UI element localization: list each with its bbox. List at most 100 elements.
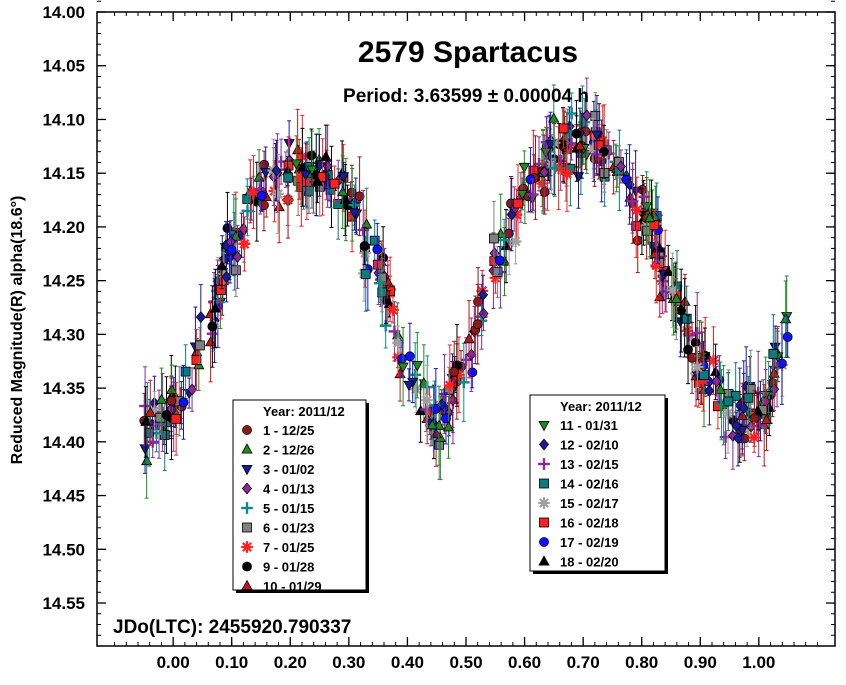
data-point xyxy=(494,255,505,266)
data-point xyxy=(731,419,742,432)
data-point xyxy=(590,111,601,121)
data-point xyxy=(768,367,780,378)
legend-marker xyxy=(241,482,253,495)
data-point xyxy=(292,143,304,155)
x-tick-label: 0.40 xyxy=(391,653,424,672)
data-point xyxy=(403,380,415,392)
data-point xyxy=(571,128,582,139)
data-point xyxy=(539,166,550,179)
data-point xyxy=(311,175,324,186)
y-tick-label: 14.05 xyxy=(42,57,85,76)
data-point xyxy=(247,186,260,199)
chart-title: 2579 Spartacus xyxy=(358,36,578,69)
legend-marker xyxy=(241,541,253,553)
data-point xyxy=(180,366,191,377)
data-point xyxy=(155,393,168,404)
data-point xyxy=(215,285,226,295)
data-point xyxy=(644,211,656,223)
data-point xyxy=(306,150,317,161)
data-point xyxy=(166,396,177,406)
data-point xyxy=(544,139,557,151)
legend-label: 3 - 01/02 xyxy=(263,462,314,477)
data-point xyxy=(630,186,642,197)
legend-marker xyxy=(241,443,253,454)
data-point xyxy=(478,288,489,301)
data-point xyxy=(749,413,760,424)
legend-label: 18 - 02/20 xyxy=(560,555,619,570)
data-point xyxy=(548,112,560,123)
x-tick-label: 0.00 xyxy=(157,653,190,672)
data-point xyxy=(178,397,189,408)
data-point xyxy=(691,327,704,339)
data-point xyxy=(463,332,475,344)
data-point xyxy=(516,189,528,201)
legend-header: Year: 2011/12 xyxy=(263,404,345,419)
legend-label: 10 - 01/29 xyxy=(263,579,322,594)
legend-label: 15 - 02/17 xyxy=(560,496,619,511)
data-point xyxy=(653,242,666,253)
data-point xyxy=(518,162,530,174)
legend-marker xyxy=(241,464,253,476)
data-point xyxy=(745,384,756,395)
data-point xyxy=(207,321,218,332)
data-point xyxy=(359,241,370,251)
data-point xyxy=(337,185,349,197)
data-point xyxy=(489,233,499,244)
data-point xyxy=(161,410,172,420)
data-point xyxy=(704,384,715,397)
data-point xyxy=(748,431,761,444)
x-tick-label: 0.30 xyxy=(332,653,365,672)
data-point xyxy=(271,164,282,177)
data-point xyxy=(782,332,793,342)
legend-left: Year: 2011/12 1 - 12/25 2 - 12/26 3 - 01/02… xyxy=(232,399,369,594)
data-point xyxy=(707,354,720,367)
legend-marker xyxy=(241,579,253,590)
data-point xyxy=(736,426,748,437)
data-point xyxy=(714,383,726,394)
x-tick-label: 0.50 xyxy=(449,653,482,672)
data-points-layer xyxy=(139,77,793,499)
data-point xyxy=(642,225,653,236)
data-point xyxy=(460,353,473,366)
legend-label: 6 - 01/23 xyxy=(263,521,314,536)
x-tick-label: 0.80 xyxy=(625,653,658,672)
data-point xyxy=(191,355,202,365)
data-point xyxy=(561,168,573,180)
x-axis-ticks: 0.00 0.10 0.20 0.30 0.40 0.50 0.60 0.70 0.80 0.90… xyxy=(114,12,818,672)
legend-label: 5 - 01/15 xyxy=(263,501,314,516)
data-point xyxy=(140,415,152,426)
legend-marker xyxy=(538,438,550,451)
data-point xyxy=(139,400,151,412)
y-tick-label: 14.20 xyxy=(42,218,85,237)
y-tick-label: 14.10 xyxy=(42,110,85,129)
x-tick-label: 0.60 xyxy=(508,653,541,672)
legend-marker xyxy=(242,522,252,533)
data-point xyxy=(397,353,407,364)
x-tick-label: 0.10 xyxy=(215,653,248,672)
data-point xyxy=(329,178,340,189)
data-point xyxy=(581,109,592,122)
legend-label: 12 - 02/10 xyxy=(560,438,619,453)
data-point xyxy=(626,195,639,208)
data-point xyxy=(442,421,455,432)
data-point xyxy=(290,159,302,170)
legend-marker xyxy=(538,458,550,470)
data-point xyxy=(690,337,701,348)
data-point xyxy=(457,376,470,389)
data-point xyxy=(638,191,651,203)
y-tick-label: 14.25 xyxy=(42,272,85,291)
legend-label: 11 - 01/31 xyxy=(560,418,618,433)
legend-marker xyxy=(242,425,252,435)
data-point xyxy=(662,265,674,277)
data-point xyxy=(376,272,387,283)
data-point xyxy=(171,413,182,424)
x-tick-label: 1.00 xyxy=(742,653,775,672)
plot-frame xyxy=(96,11,836,647)
data-point xyxy=(306,165,318,176)
data-point xyxy=(723,396,734,407)
data-point xyxy=(159,430,170,440)
legend-label: 13 - 02/15 xyxy=(560,457,619,472)
data-point xyxy=(526,188,539,201)
